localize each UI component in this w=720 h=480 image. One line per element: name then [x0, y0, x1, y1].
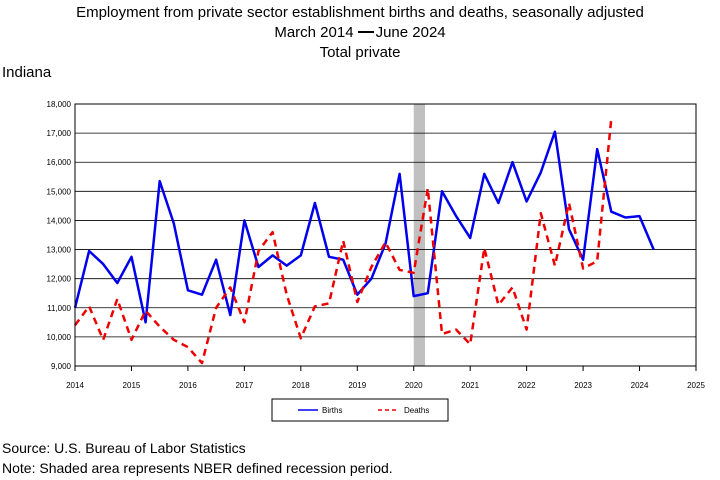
plot-frame [74, 103, 697, 367]
y-tick-label: 11,000 [47, 304, 71, 313]
em-dash-icon [357, 30, 374, 33]
legend-box [271, 398, 449, 422]
source-note: Source: U.S. Bureau of Labor Statistics [2, 440, 246, 456]
y-tick-label: 13,000 [47, 246, 72, 255]
legend-label-deaths: Deaths [404, 406, 429, 415]
x-tick-label: 2020 [405, 381, 423, 390]
y-tick-label: 18,000 [47, 100, 72, 109]
series-line-deaths [73, 118, 613, 365]
y-tick-label: 12,000 [47, 275, 72, 284]
x-tick-label: 2025 [687, 381, 705, 390]
y-tick-label: 15,000 [47, 187, 72, 196]
chart-title: Employment from private sector establish… [76, 4, 644, 21]
x-tick-label: 2019 [348, 381, 366, 390]
y-tick-label: 16,000 [47, 158, 72, 167]
y-tick-label: 17,000 [47, 129, 72, 138]
x-tick-label: 2014 [66, 381, 84, 390]
x-tick-label: 2018 [292, 381, 310, 390]
date-range-start: March 2014 [274, 24, 354, 41]
region-label: Indiana [2, 64, 52, 81]
chart-date-range: March 2014 June 2024 [0, 24, 720, 42]
legend-label-births: Births [322, 406, 342, 415]
x-tick-label: 2016 [179, 381, 197, 390]
y-tick-label: 9,000 [51, 362, 72, 371]
recession-note: Note: Shaded area represents NBER define… [2, 460, 393, 476]
x-tick-label: 2015 [123, 381, 141, 390]
x-tick-label: 2022 [518, 381, 536, 390]
x-tick-label: 2021 [461, 381, 479, 390]
x-tick-label: 2023 [574, 381, 592, 390]
chart-subtitle: Total private [319, 44, 401, 61]
y-tick-label: 10,000 [47, 333, 72, 342]
recession-band [413, 104, 426, 366]
x-tick-label: 2017 [235, 381, 253, 390]
x-tick-label: 2024 [631, 381, 649, 390]
y-tick-label: 14,000 [47, 216, 72, 225]
date-range-end: June 2024 [375, 24, 446, 41]
series-line-births [73, 130, 655, 324]
